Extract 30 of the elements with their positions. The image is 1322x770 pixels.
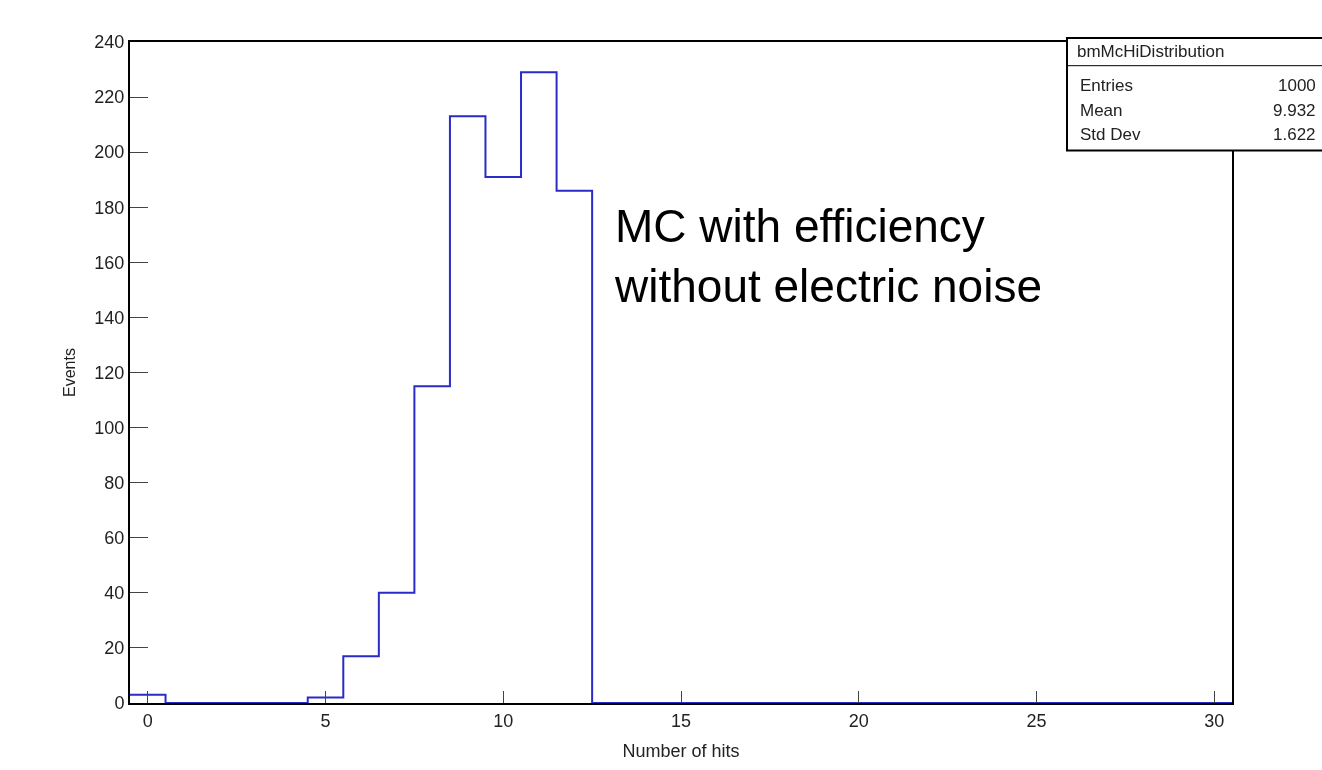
- y-tick-label: 180: [94, 197, 125, 218]
- y-tick-label: 60: [104, 528, 125, 549]
- y-tick-label: 20: [104, 638, 125, 659]
- x-tick-label: 0: [142, 710, 153, 731]
- y-tick-label: 240: [94, 32, 125, 53]
- annotation: MC with efficiency without electric noise: [614, 200, 1042, 312]
- y-tick-label: 40: [104, 583, 125, 604]
- x-tick-label: 25: [1026, 710, 1047, 731]
- y-tick-label: 100: [94, 417, 125, 438]
- y-tick-label: 160: [94, 252, 125, 273]
- annotation: Mean: [1080, 101, 1123, 120]
- text: 9.932: [1273, 101, 1316, 120]
- x-axis-title: Number of hits: [622, 741, 740, 762]
- y-axis-title: Events: [60, 348, 78, 397]
- annotation: bmMcHiDistribution: [1077, 42, 1225, 61]
- annotation: Std Dev: [1080, 125, 1141, 144]
- text: 1000: [1278, 76, 1316, 95]
- x-tick-label: 15: [670, 710, 692, 731]
- x-tick-label: 30: [1204, 710, 1225, 731]
- x-tick-label: 20: [848, 710, 869, 731]
- y-tick-label: 120: [94, 362, 125, 383]
- y-tick-label: 220: [94, 87, 125, 108]
- y-tick-label: 0: [114, 693, 125, 714]
- text: 1.622: [1273, 125, 1316, 144]
- y-tick-label: 80: [104, 472, 125, 493]
- y-tick-label: 140: [94, 307, 125, 328]
- annotation: Entries: [1080, 76, 1133, 95]
- x-tick-label: 10: [493, 710, 514, 731]
- x-tick-label: 5: [320, 710, 331, 731]
- y-tick-label: 200: [94, 142, 125, 163]
